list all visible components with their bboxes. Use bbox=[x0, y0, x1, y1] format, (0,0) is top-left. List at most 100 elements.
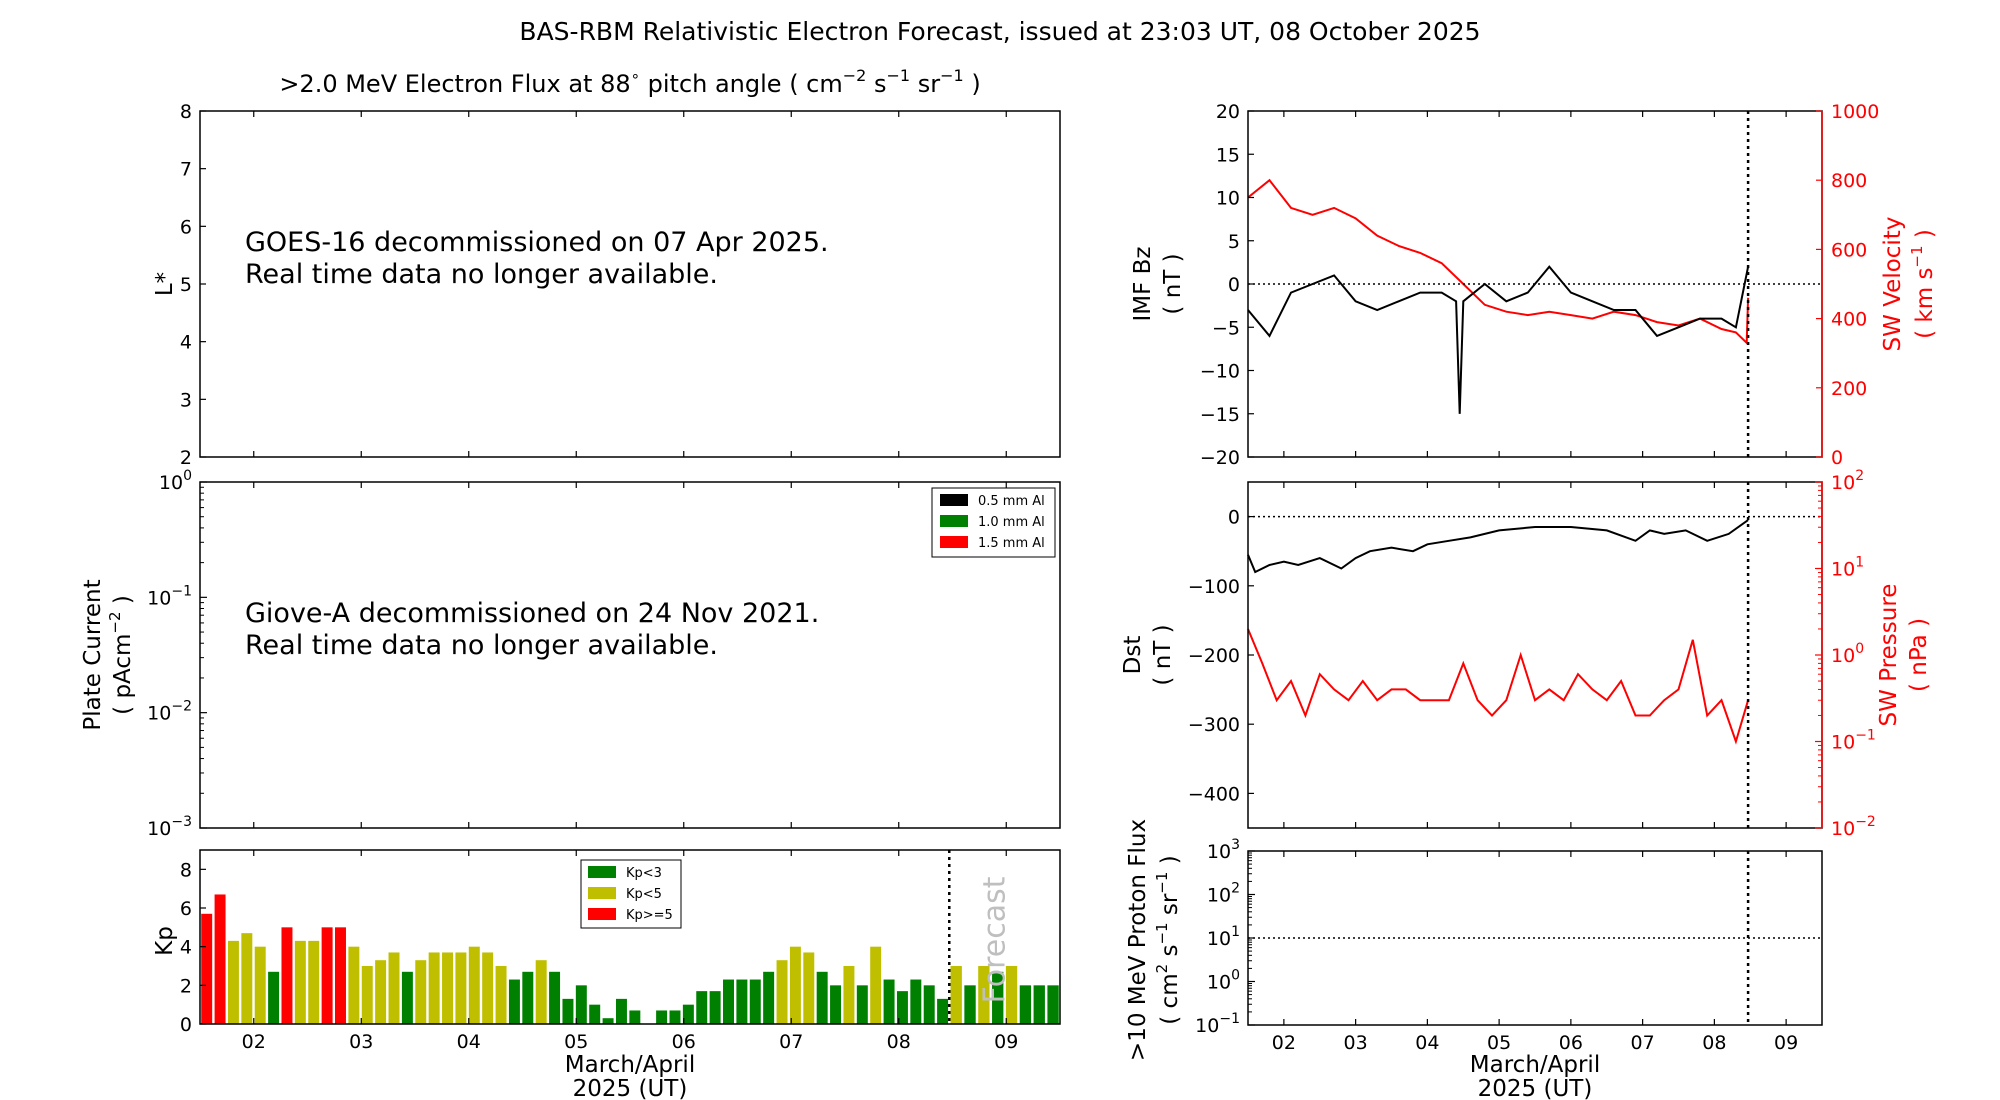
kp-bar bbox=[816, 971, 828, 1024]
tick-exponent: −1 bbox=[171, 583, 192, 599]
y-tick-label: 5 bbox=[180, 274, 192, 296]
kp-bar bbox=[281, 927, 293, 1024]
plate-current-ylabel-line1: Plate Current bbox=[80, 579, 106, 730]
kp-bar bbox=[495, 966, 507, 1024]
tick-base: 10 bbox=[147, 587, 171, 609]
electron-flux-panel: >2.0 MeV Electron Flux at 88∘ pitch angl… bbox=[152, 66, 1061, 469]
tick-base: 10 bbox=[159, 472, 183, 494]
kp-bar bbox=[736, 979, 748, 1024]
kp-bar bbox=[763, 971, 775, 1024]
tick-base: 10 bbox=[1207, 841, 1231, 863]
kp-forecast-label: Forecast bbox=[977, 876, 1012, 1003]
tick-exponent: 1 bbox=[1231, 924, 1240, 940]
kp-bar bbox=[575, 985, 587, 1024]
y-tick-label: 20 bbox=[1216, 101, 1240, 123]
legend-label-05mm: 0.5 mm Al bbox=[978, 494, 1045, 509]
y-tick-label: 5 bbox=[1228, 231, 1240, 253]
kp-bar bbox=[442, 952, 454, 1024]
kp-bars bbox=[201, 894, 1059, 1024]
y2-tick-label: 800 bbox=[1831, 170, 1867, 192]
dst-xticks bbox=[1283, 482, 1787, 828]
figure-title: BAS-RBM Relativistic Electron Forecast, … bbox=[519, 17, 1480, 46]
legend-label-kp-lt3: Kp<3 bbox=[626, 866, 662, 881]
tick-exponent: 0 bbox=[1231, 968, 1240, 984]
legend-swatch-kp-lt3 bbox=[588, 866, 616, 878]
y-tick-label: 4 bbox=[180, 937, 192, 959]
x-tick-label: 02 bbox=[242, 1031, 266, 1053]
y-tick-label: −15 bbox=[1200, 404, 1240, 426]
imf-yticks: −20 −15 −10 −5 0 5 10 15 20 bbox=[1200, 101, 1254, 469]
y-tick-label: −300 bbox=[1188, 714, 1240, 736]
kp-bar bbox=[428, 952, 440, 1024]
kp-bar bbox=[321, 927, 333, 1024]
kp-bar bbox=[696, 991, 708, 1024]
kp-yticks: 0 2 4 6 8 bbox=[180, 859, 206, 1036]
plate-current-legend: 0.5 mm Al 1.0 mm Al 1.5 mm Al bbox=[931, 487, 1056, 558]
kp-xlabel-line2: 2025 (UT) bbox=[573, 1076, 688, 1100]
kp-bar bbox=[308, 940, 320, 1024]
kp-forecast-bar bbox=[964, 985, 976, 1024]
y-tick-label: 8 bbox=[180, 101, 192, 123]
tick-base: 10 bbox=[1207, 928, 1231, 950]
y-tick-label: −20 bbox=[1200, 447, 1240, 469]
imf-ylabel-line2: ( nT ) bbox=[1160, 253, 1186, 314]
plate-current-ylabel-line2: ( pAcm−2 ) bbox=[106, 595, 136, 715]
tick-exponent: 1 bbox=[1855, 555, 1864, 571]
dst-axes bbox=[1247, 481, 1823, 829]
kp-bar bbox=[723, 979, 734, 1024]
tick-exponent: 0 bbox=[1855, 641, 1864, 657]
kp-forecast-bar bbox=[1047, 985, 1059, 1024]
legend-label-15mm: 1.5 mm Al bbox=[978, 536, 1045, 551]
y-tick-label: 102 bbox=[1207, 881, 1240, 907]
tick-exponent: 2 bbox=[1231, 881, 1240, 897]
dst-line bbox=[1247, 519, 1749, 574]
proton-xticks: 02 03 04 05 06 07 08 09 bbox=[1272, 851, 1798, 1054]
tick-base: 10 bbox=[1831, 732, 1855, 754]
kp-bar bbox=[629, 1010, 641, 1024]
kp-bar bbox=[522, 971, 534, 1024]
kp-forecast-bar bbox=[1033, 985, 1045, 1024]
tick-exponent: 0 bbox=[183, 468, 192, 484]
electron-flux-title: >2.0 MeV Electron Flux at 88∘ pitch angl… bbox=[279, 66, 980, 98]
kp-bar bbox=[535, 960, 547, 1024]
y-tick-label: 10−2 bbox=[147, 699, 192, 725]
kp-bar bbox=[789, 946, 801, 1024]
y-tick-label: 100 bbox=[1207, 968, 1240, 994]
y-tick-label: 0 bbox=[1228, 274, 1240, 296]
kp-bar bbox=[455, 952, 467, 1024]
kp-forecast-bar bbox=[1005, 966, 1018, 1024]
x-tick-label: 04 bbox=[457, 1031, 481, 1053]
kp-bar bbox=[401, 971, 413, 1024]
y-tick-label: −100 bbox=[1188, 576, 1240, 598]
y-tick-label: 100 bbox=[159, 468, 192, 494]
kp-bar bbox=[749, 979, 761, 1024]
kp-bar bbox=[214, 894, 226, 1024]
dst-yticks: −400 −300 −200 −100 0 bbox=[1188, 507, 1254, 805]
y-tick-label: 100 bbox=[1831, 641, 1864, 667]
kp-bar bbox=[335, 927, 346, 1024]
kp-bar bbox=[843, 966, 855, 1024]
y-tick-label: 0 bbox=[1228, 507, 1240, 529]
legend-label-10mm: 1.0 mm Al bbox=[978, 515, 1045, 530]
x-tick-label: 03 bbox=[1344, 1032, 1368, 1054]
kp-bar bbox=[856, 985, 868, 1024]
x-tick-label: 07 bbox=[1631, 1032, 1655, 1054]
kp-bar bbox=[562, 998, 574, 1024]
proton-ylabel-line2: ( cm2 s−1 sr−1 ) bbox=[1153, 855, 1183, 1024]
tick-base: 10 bbox=[1195, 1015, 1219, 1037]
plate-current-message-line1: Giove-A decommissioned on 24 Nov 2021. bbox=[245, 598, 819, 629]
y-tick-label: 4 bbox=[180, 332, 192, 354]
y-tick-label: −10 bbox=[1200, 361, 1240, 383]
y-tick-label: 8 bbox=[180, 859, 192, 881]
tick-base: 10 bbox=[1207, 972, 1231, 994]
kp-bar bbox=[709, 991, 721, 1024]
tick-base: 10 bbox=[1831, 645, 1855, 667]
x-tick-label: 03 bbox=[349, 1031, 373, 1053]
kp-forecast-bar bbox=[950, 966, 962, 1024]
